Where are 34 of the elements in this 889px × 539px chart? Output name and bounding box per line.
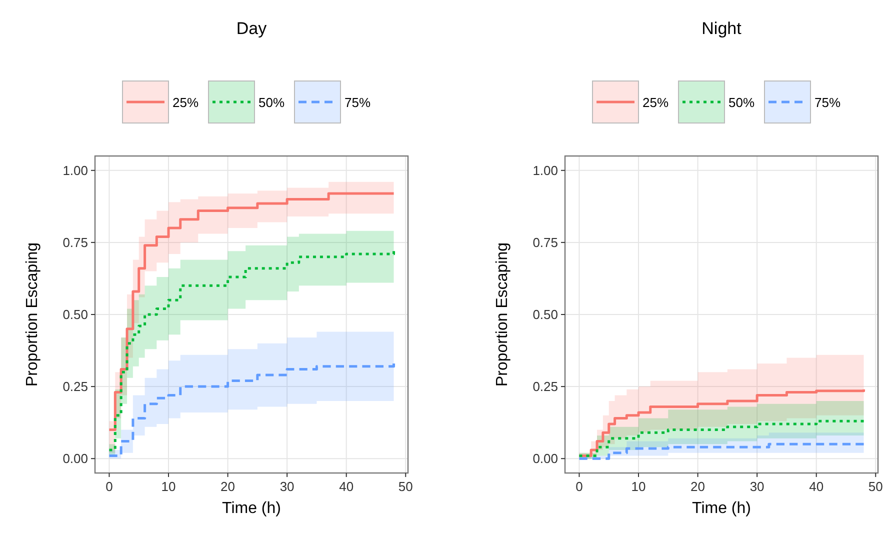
legend-label: 75% xyxy=(814,95,841,110)
chart-title: Night xyxy=(702,19,742,38)
x-tick-label: 10 xyxy=(161,479,176,494)
x-tick-label: 50 xyxy=(868,479,883,494)
y-tick-label: 0.25 xyxy=(532,379,558,394)
legend-label: 25% xyxy=(642,95,669,110)
y-axis-title: Proportion Escaping xyxy=(24,242,41,387)
y-tick-label: 0.50 xyxy=(532,307,558,322)
x-tick-label: 40 xyxy=(809,479,824,494)
legend-label: 50% xyxy=(728,95,755,110)
x-tick-label: 20 xyxy=(220,479,236,494)
y-tick-label: 0.75 xyxy=(532,234,558,250)
x-tick-label: 0 xyxy=(106,479,113,494)
y-tick-label: 0.00 xyxy=(62,451,88,466)
x-tick-label: 30 xyxy=(280,479,294,494)
y-tick-label: 1.00 xyxy=(532,162,558,178)
y-tick-label: 0.75 xyxy=(62,234,88,250)
y-axis-title: Proportion Escaping xyxy=(494,242,511,387)
x-tick-label: 40 xyxy=(339,479,354,494)
legend-label: 25% xyxy=(172,95,199,110)
legend-label: 75% xyxy=(344,95,371,110)
x-axis-title: Time (h) xyxy=(692,500,751,517)
x-tick-label: 0 xyxy=(576,479,583,494)
chart-title: Day xyxy=(236,19,268,38)
x-axis-title: Time (h) xyxy=(222,500,281,517)
y-tick-label: 0.25 xyxy=(62,379,88,394)
x-tick-label: 10 xyxy=(631,479,646,494)
legend-label: 50% xyxy=(258,95,285,110)
y-tick-label: 0.00 xyxy=(532,451,558,466)
x-tick-label: 50 xyxy=(398,479,413,494)
x-tick-label: 30 xyxy=(750,479,764,494)
x-tick-label: 20 xyxy=(690,479,706,494)
y-tick-label: 1.00 xyxy=(62,162,88,178)
y-tick-label: 0.50 xyxy=(62,307,88,322)
